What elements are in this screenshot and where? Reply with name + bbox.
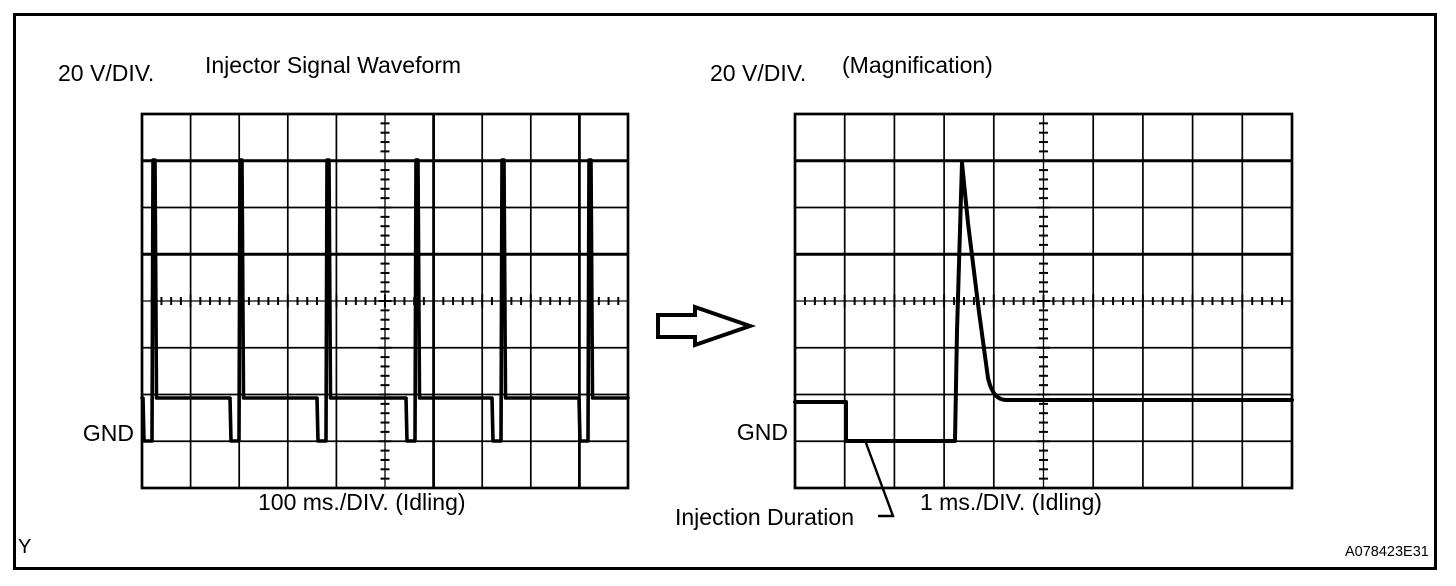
voltage-scale-label-right: 20 V/DIV. <box>710 60 807 86</box>
gnd-label-left: GND <box>82 420 134 446</box>
injection-duration-label: Injection Duration <box>675 504 854 530</box>
chart-title-right: (Magnification) <box>842 52 993 78</box>
injector-signal-magnified-trace <box>793 161 1294 443</box>
time-scale-label-right: 1 ms./DIV. (Idling) <box>920 489 1102 515</box>
injector-signal-magnified-graticule <box>793 112 1294 490</box>
injector-signal-overview-graticule <box>140 112 630 490</box>
time-scale-label-left: 100 ms./DIV. (Idling) <box>258 489 466 515</box>
magnification-arrow-icon <box>656 304 757 348</box>
injector-signal-overview-trace <box>140 158 630 443</box>
figure-border <box>13 13 1437 570</box>
chart-title-left: Injector Signal Waveform <box>205 52 462 78</box>
figure-corner-label: Y <box>18 536 32 558</box>
injection-duration-pointer <box>864 442 895 518</box>
voltage-scale-label-left: 20 V/DIV. <box>58 60 155 86</box>
gnd-label-right: GND <box>736 419 788 445</box>
figure-code: A078423E31 <box>1345 544 1429 560</box>
